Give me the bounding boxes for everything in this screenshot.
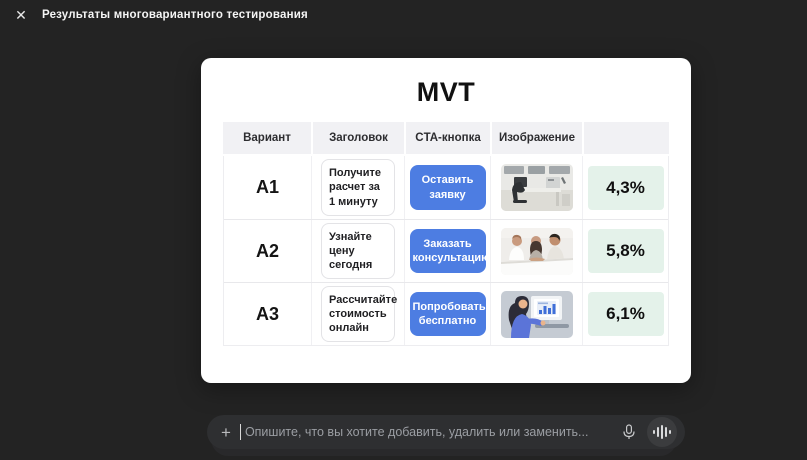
table-row: A3 Рассчитайте стоимость онлайн Попробов… <box>224 282 668 345</box>
cta-button[interactable]: Заказать консультацию <box>409 228 491 274</box>
variant-label: A1 <box>255 177 279 197</box>
variant-label: A2 <box>255 240 279 261</box>
table-row: A2 Узнайте цену сегодня Заказать консуль… <box>224 219 668 282</box>
plus-icon[interactable]: + <box>221 422 231 442</box>
composer-input-bar[interactable]: + <box>207 415 685 449</box>
conversion-rate: 6,1% <box>587 292 664 336</box>
variant-label: A3 <box>255 303 279 324</box>
column-header-rate <box>582 122 669 154</box>
page-title: Результаты многовариантного тестирования <box>42 9 308 21</box>
headline-box: Получите расчет за 1 минуту <box>321 159 395 216</box>
column-header-variant: Вариант <box>223 122 311 154</box>
card-title: MVT <box>416 77 476 107</box>
voice-mode-button[interactable] <box>647 417 677 447</box>
column-header-cta: CTA-кнопка <box>404 122 490 154</box>
close-icon[interactable]: ✕ <box>15 7 27 23</box>
chat-input[interactable] <box>244 425 611 439</box>
text-caret <box>239 424 241 440</box>
table-body: A1 Получите расчет за 1 минуту Оставить … <box>223 156 669 346</box>
cta-button[interactable]: Оставить заявку <box>409 165 486 210</box>
conversion-rate: 5,8% <box>587 229 664 273</box>
conversion-rate: 4,3% <box>587 165 664 210</box>
office-desk-image <box>500 164 573 211</box>
mvt-results-card: MVT Вариант Заголовок CTA-кнопка Изображ… <box>201 58 691 383</box>
headline-box: Узнайте цену сегодня <box>321 222 395 280</box>
mvt-table: Вариант Заголовок CTA-кнопка Изображение… <box>223 122 669 346</box>
headline-box: Рассчитайте стоимость онлайн <box>321 285 397 343</box>
presentation-illustration-image <box>500 290 573 338</box>
microphone-icon[interactable] <box>620 422 638 442</box>
waveform-icon <box>653 430 655 434</box>
column-header-headline: Заголовок <box>311 122 404 154</box>
composer: + <box>207 415 685 456</box>
column-header-image: Изображение <box>490 122 582 154</box>
table-header-row: Вариант Заголовок CTA-кнопка Изображение <box>223 122 669 154</box>
team-meeting-image <box>500 227 573 275</box>
cta-button[interactable]: Попробовать бесплатно <box>409 291 486 337</box>
table-row: A1 Получите расчет за 1 минуту Оставить … <box>224 156 668 219</box>
topbar: ✕ Результаты многовариантного тестирован… <box>0 0 807 30</box>
